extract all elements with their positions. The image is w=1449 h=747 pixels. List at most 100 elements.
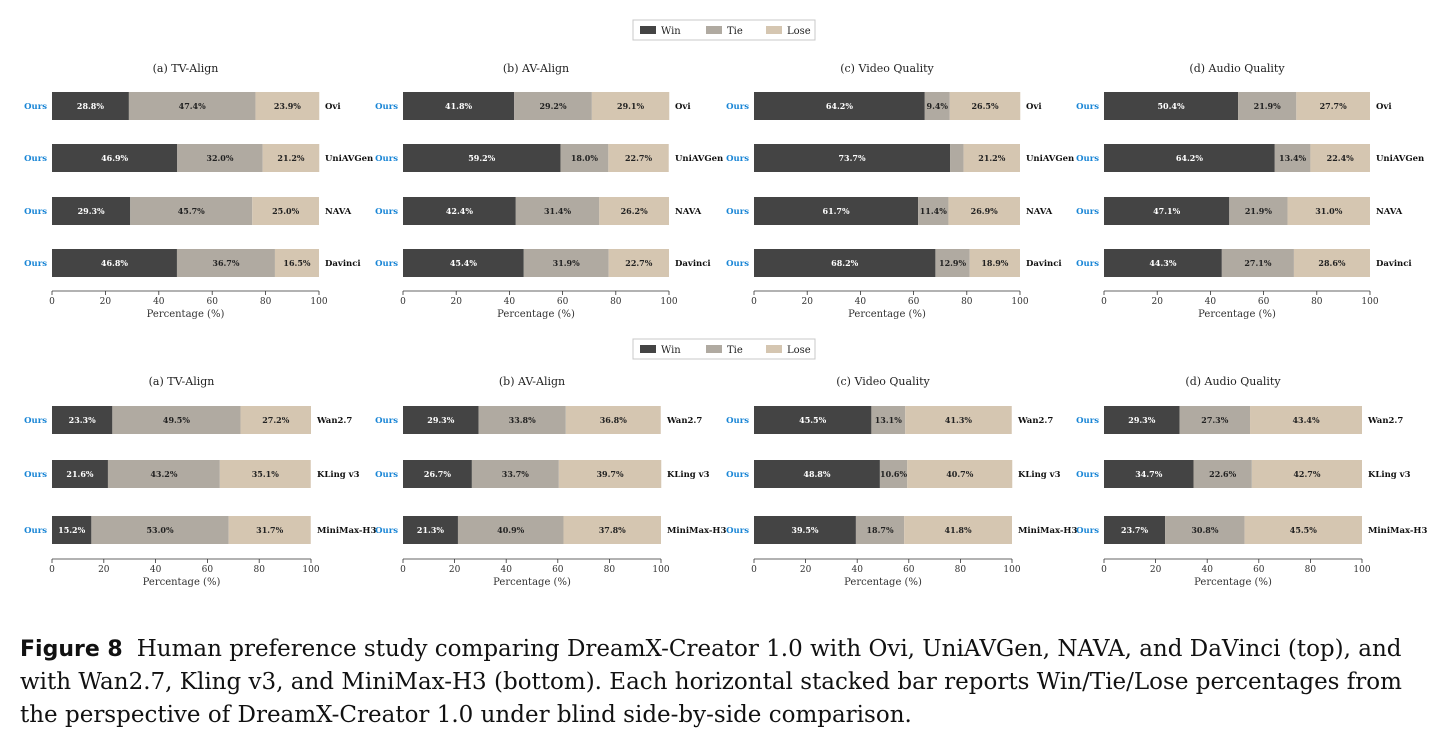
ours-label: Ours: [375, 526, 398, 536]
bar-lose: [949, 92, 1021, 120]
x-tick-label: 60: [202, 565, 214, 575]
bar-win: [52, 92, 129, 120]
bar-value-label: 15.2%: [58, 525, 85, 535]
bar-value-label: 27.1%: [1244, 258, 1271, 268]
bar-value-label: 68.2%: [831, 258, 858, 268]
chart-panel-7: (c) Video Quality 45.5% 13.1% 41.3% Ours Wan2…: [726, 375, 1077, 588]
ours-label: Ours: [726, 207, 749, 217]
opponent-label: Davinci: [675, 259, 711, 269]
bar-tie: [1179, 406, 1251, 434]
chart-panel-1: (a) TV-Align 28.8% 47.4% 23.9% Ours Ovi 46.9% 3…: [24, 62, 373, 320]
bar-value-label: 29.1%: [617, 101, 644, 111]
chart-panel-8: (d) Audio Quality 29.3% 27.3% 43.4% Ours Wan2…: [1076, 375, 1427, 588]
bar-lose: [1310, 144, 1370, 172]
x-tick-label: 60: [206, 297, 218, 307]
bar-lose: [563, 516, 661, 544]
bar-win: [52, 460, 108, 488]
bar-tie: [918, 197, 949, 225]
bar-tie: [935, 249, 970, 277]
bar-lose: [608, 249, 669, 277]
x-axis-label: Percentage (%): [497, 309, 575, 320]
ours-label: Ours: [1076, 154, 1099, 164]
bar-value-label: 43.4%: [1292, 415, 1319, 425]
opponent-label: UniAVGen: [1376, 154, 1424, 164]
bar-value-label: 34.7%: [1135, 469, 1162, 479]
caption-text: Human preference study comparing DreamX-…: [20, 636, 1402, 728]
x-tick-label: 40: [150, 565, 162, 575]
bar-value-label: 45.5%: [1290, 525, 1317, 535]
bar-value-label: 28.6%: [1318, 258, 1345, 268]
bar-value-label: 27.3%: [1201, 415, 1228, 425]
bar-lose: [219, 460, 311, 488]
bar-tie: [1165, 516, 1245, 544]
bar-value-label: 13.1%: [875, 415, 902, 425]
opponent-label: Ovi: [675, 102, 691, 112]
opponent-label: KLing v3: [667, 470, 710, 480]
bar-lose: [599, 197, 669, 225]
x-tick-label: 20: [449, 565, 461, 575]
bar-tie: [950, 144, 964, 172]
x-tick-label: 80: [961, 297, 973, 307]
opponent-label: MiniMax-H3: [1018, 526, 1077, 536]
x-axis-label: Percentage (%): [147, 309, 225, 320]
bar-value-label: 46.9%: [101, 153, 128, 163]
x-tick-label: 20: [1151, 297, 1163, 307]
bar-value-label: 44.3%: [1149, 258, 1176, 268]
chart-panel-5: (a) TV-Align 23.3% 49.5% 27.2% Ours Wan2.7 21.…: [24, 375, 376, 588]
ours-label: Ours: [24, 102, 47, 112]
bar-lose: [1251, 460, 1362, 488]
ours-label: Ours: [24, 154, 47, 164]
bar-win: [52, 516, 92, 544]
bar-value-label: 27.2%: [262, 415, 289, 425]
opponent-label: UniAVGen: [325, 154, 373, 164]
bar-tie: [478, 406, 566, 434]
legend-swatch-lose: [766, 345, 782, 353]
chart-title: (d) Audio Quality: [1189, 62, 1285, 75]
bar-lose: [608, 144, 669, 172]
bar-lose: [262, 144, 320, 172]
bar-value-label: 64.2%: [1176, 153, 1203, 163]
bar-tie: [1238, 92, 1297, 120]
x-tick-label: 100: [1011, 297, 1028, 307]
opponent-label: KLing v3: [1368, 470, 1411, 480]
x-tick-label: 80: [253, 565, 265, 575]
bar-tie: [176, 249, 275, 277]
bar-value-label: 31.9%: [553, 258, 580, 268]
x-tick-label: 0: [400, 565, 406, 575]
bar-value-label: 31.0%: [1315, 206, 1342, 216]
bar-lose: [240, 406, 311, 434]
bar-value-label: 29.3%: [78, 206, 105, 216]
x-tick-label: 40: [851, 565, 863, 575]
bar-value-label: 41.3%: [945, 415, 972, 425]
legend-swatch-tie: [706, 26, 722, 34]
bar-value-label: 26.7%: [424, 469, 451, 479]
bar-win: [403, 197, 516, 225]
bar-tie: [523, 249, 609, 277]
bar-value-label: 42.4%: [446, 206, 473, 216]
bar-tie: [855, 516, 905, 544]
bar-win: [754, 197, 919, 225]
x-tick-label: 80: [610, 297, 622, 307]
opponent-label: KLing v3: [1018, 470, 1061, 480]
chart-panel-2: (b) AV-Align 41.8% 29.2% 29.1% Ours Ovi 59.2% 1…: [375, 62, 723, 320]
bar-win: [52, 197, 131, 225]
figure-caption: Figure 8 Human preference study comparing…: [20, 633, 1440, 732]
bar-win: [403, 144, 561, 172]
bar-value-label: 23.3%: [69, 415, 96, 425]
bar-value-label: 30.8%: [1191, 525, 1218, 535]
chart-title: (b) AV-Align: [499, 375, 565, 388]
bar-lose: [1244, 516, 1362, 544]
legend-label-win: Win: [661, 26, 681, 37]
opponent-label: MiniMax-H3: [317, 526, 376, 536]
bar-win: [52, 144, 178, 172]
legend-swatch-win: [640, 345, 656, 353]
x-axis-label: Percentage (%): [844, 577, 922, 588]
bar-value-label: 18.0%: [571, 153, 598, 163]
bar-value-label: 46.8%: [101, 258, 128, 268]
opponent-label: Wan2.7: [1017, 416, 1053, 426]
bar-tie: [871, 406, 906, 434]
x-axis-label: Percentage (%): [1194, 577, 1272, 588]
x-tick-label: 60: [557, 297, 569, 307]
bar-value-label: 21.3%: [417, 525, 444, 535]
bar-win: [1104, 406, 1180, 434]
